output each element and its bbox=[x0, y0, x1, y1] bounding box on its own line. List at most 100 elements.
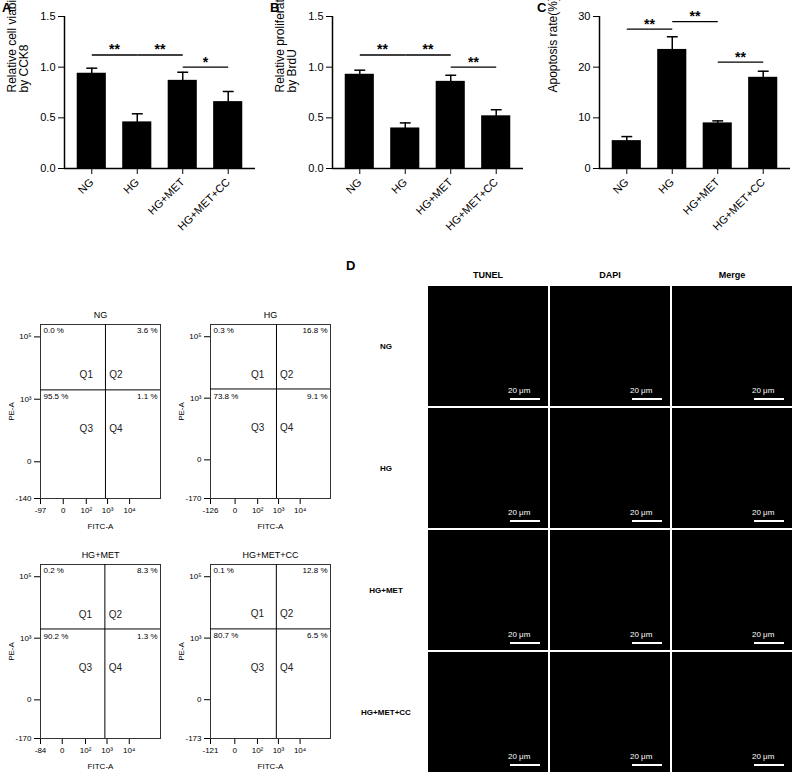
svg-text:1.0: 1.0 bbox=[40, 61, 55, 73]
svg-text:PE-A: PE-A bbox=[7, 642, 16, 661]
svg-text:10³: 10³ bbox=[190, 394, 202, 403]
svg-text:90.2 %: 90.2 % bbox=[44, 632, 69, 641]
svg-text:1.3 %: 1.3 % bbox=[137, 632, 157, 641]
svg-text:-121: -121 bbox=[202, 746, 219, 755]
svg-text:10³: 10³ bbox=[20, 634, 32, 643]
svg-text:0.5: 0.5 bbox=[40, 111, 55, 123]
svg-text:HG: HG bbox=[656, 176, 676, 196]
svg-text:Q4: Q4 bbox=[109, 423, 123, 434]
svg-text:HG: HG bbox=[264, 310, 278, 320]
svg-text:**: ** bbox=[377, 41, 388, 57]
svg-text:Q4: Q4 bbox=[280, 662, 294, 673]
svg-text:10²: 10² bbox=[252, 506, 264, 515]
svg-text:PE-A: PE-A bbox=[177, 402, 186, 421]
svg-text:PE-A: PE-A bbox=[7, 402, 16, 421]
svg-text:1.0: 1.0 bbox=[308, 61, 323, 73]
svg-text:NG: NG bbox=[344, 176, 364, 196]
svg-text:**: ** bbox=[468, 54, 479, 70]
svg-text:0.3 %: 0.3 % bbox=[214, 326, 234, 335]
svg-text:HG+MET+CC: HG+MET+CC bbox=[443, 176, 500, 233]
svg-text:0.0 %: 0.0 % bbox=[44, 326, 64, 335]
svg-text:10²: 10² bbox=[252, 746, 264, 755]
svg-text:0: 0 bbox=[197, 455, 202, 464]
svg-text:-170: -170 bbox=[185, 494, 202, 503]
svg-text:3.6 %: 3.6 % bbox=[137, 326, 157, 335]
svg-text:0.5: 0.5 bbox=[308, 111, 323, 123]
svg-text:**: ** bbox=[155, 41, 166, 57]
svg-text:10²: 10² bbox=[81, 506, 93, 515]
svg-text:73.8 %: 73.8 % bbox=[214, 392, 239, 401]
svg-text:0.0: 0.0 bbox=[40, 162, 55, 174]
svg-text:Q2: Q2 bbox=[109, 609, 123, 620]
svg-text:-173: -173 bbox=[185, 734, 202, 743]
svg-text:1.5: 1.5 bbox=[308, 10, 323, 22]
svg-text:Q1: Q1 bbox=[251, 608, 265, 619]
svg-text:0: 0 bbox=[27, 457, 32, 466]
svg-text:10³: 10³ bbox=[20, 395, 32, 404]
svg-text:HG+MET: HG+MET bbox=[414, 176, 455, 217]
svg-text:**: ** bbox=[690, 8, 701, 24]
svg-text:HG: HG bbox=[389, 176, 409, 196]
svg-text:10⁴: 10⁴ bbox=[123, 746, 136, 755]
svg-text:Q2: Q2 bbox=[280, 369, 294, 380]
svg-text:NG: NG bbox=[94, 310, 108, 320]
svg-text:1.5: 1.5 bbox=[40, 10, 55, 22]
svg-text:10³: 10³ bbox=[102, 506, 114, 515]
svg-text:10³: 10³ bbox=[101, 746, 113, 755]
svg-text:10⁴: 10⁴ bbox=[294, 746, 307, 755]
svg-text:Q4: Q4 bbox=[109, 662, 123, 673]
svg-text:0: 0 bbox=[27, 695, 32, 704]
svg-text:Q2: Q2 bbox=[109, 369, 123, 380]
svg-text:Q2: Q2 bbox=[280, 608, 294, 619]
svg-text:HG+MET+CC: HG+MET+CC bbox=[175, 176, 232, 233]
svg-text:10²: 10² bbox=[80, 746, 92, 755]
svg-text:Q3: Q3 bbox=[80, 423, 94, 434]
svg-text:10⁵: 10⁵ bbox=[19, 572, 31, 581]
svg-text:Q3: Q3 bbox=[251, 662, 265, 673]
svg-text:HG+MET: HG+MET bbox=[146, 176, 187, 217]
svg-text:95.5 %: 95.5 % bbox=[44, 392, 69, 401]
svg-text:HG: HG bbox=[121, 176, 141, 196]
svg-text:0: 0 bbox=[61, 506, 66, 515]
svg-text:80.7 %: 80.7 % bbox=[214, 631, 239, 640]
svg-text:10³: 10³ bbox=[273, 506, 285, 515]
svg-text:10: 10 bbox=[578, 111, 590, 123]
svg-text:HG+MET+CC: HG+MET+CC bbox=[710, 176, 767, 233]
svg-text:FITC-A: FITC-A bbox=[258, 522, 284, 531]
svg-text:Q1: Q1 bbox=[80, 369, 94, 380]
svg-text:HG+MET+CC: HG+MET+CC bbox=[242, 550, 299, 560]
svg-text:16.8 %: 16.8 % bbox=[303, 326, 328, 335]
svg-text:6.5 %: 6.5 % bbox=[307, 631, 327, 640]
svg-text:HG+MET: HG+MET bbox=[681, 176, 722, 217]
svg-text:12.8 %: 12.8 % bbox=[303, 566, 328, 575]
svg-text:FITC-A: FITC-A bbox=[258, 762, 284, 771]
svg-text:10⁵: 10⁵ bbox=[189, 572, 201, 581]
svg-text:10⁴: 10⁴ bbox=[294, 506, 307, 515]
svg-text:NG: NG bbox=[76, 176, 96, 196]
svg-text:10³: 10³ bbox=[190, 634, 202, 643]
svg-text:-126: -126 bbox=[202, 506, 219, 515]
svg-text:HG+MET: HG+MET bbox=[82, 550, 120, 560]
svg-text:NG: NG bbox=[611, 176, 631, 196]
svg-text:*: * bbox=[203, 54, 209, 70]
svg-text:**: ** bbox=[109, 41, 120, 57]
svg-text:**: ** bbox=[423, 41, 434, 57]
svg-text:-170: -170 bbox=[15, 734, 32, 743]
svg-text:Q1: Q1 bbox=[251, 369, 265, 380]
svg-text:8.3 %: 8.3 % bbox=[137, 566, 157, 575]
svg-text:Q3: Q3 bbox=[79, 662, 93, 673]
svg-text:-97: -97 bbox=[35, 506, 47, 515]
svg-text:10³: 10³ bbox=[273, 746, 285, 755]
svg-text:20: 20 bbox=[578, 61, 590, 73]
svg-text:FITC-A: FITC-A bbox=[88, 522, 114, 531]
svg-text:0.2 %: 0.2 % bbox=[44, 566, 64, 575]
svg-text:0: 0 bbox=[60, 746, 65, 755]
svg-text:FITC-A: FITC-A bbox=[88, 762, 114, 771]
svg-text:1.1 %: 1.1 % bbox=[137, 392, 157, 401]
svg-text:Apoptosis rate(%): Apoptosis rate(%) bbox=[546, 0, 560, 93]
svg-text:10⁵: 10⁵ bbox=[19, 332, 31, 341]
svg-text:30: 30 bbox=[578, 10, 590, 22]
svg-text:Q3: Q3 bbox=[251, 422, 265, 433]
svg-text:9.1 %: 9.1 % bbox=[307, 392, 327, 401]
svg-text:**: ** bbox=[735, 49, 746, 65]
